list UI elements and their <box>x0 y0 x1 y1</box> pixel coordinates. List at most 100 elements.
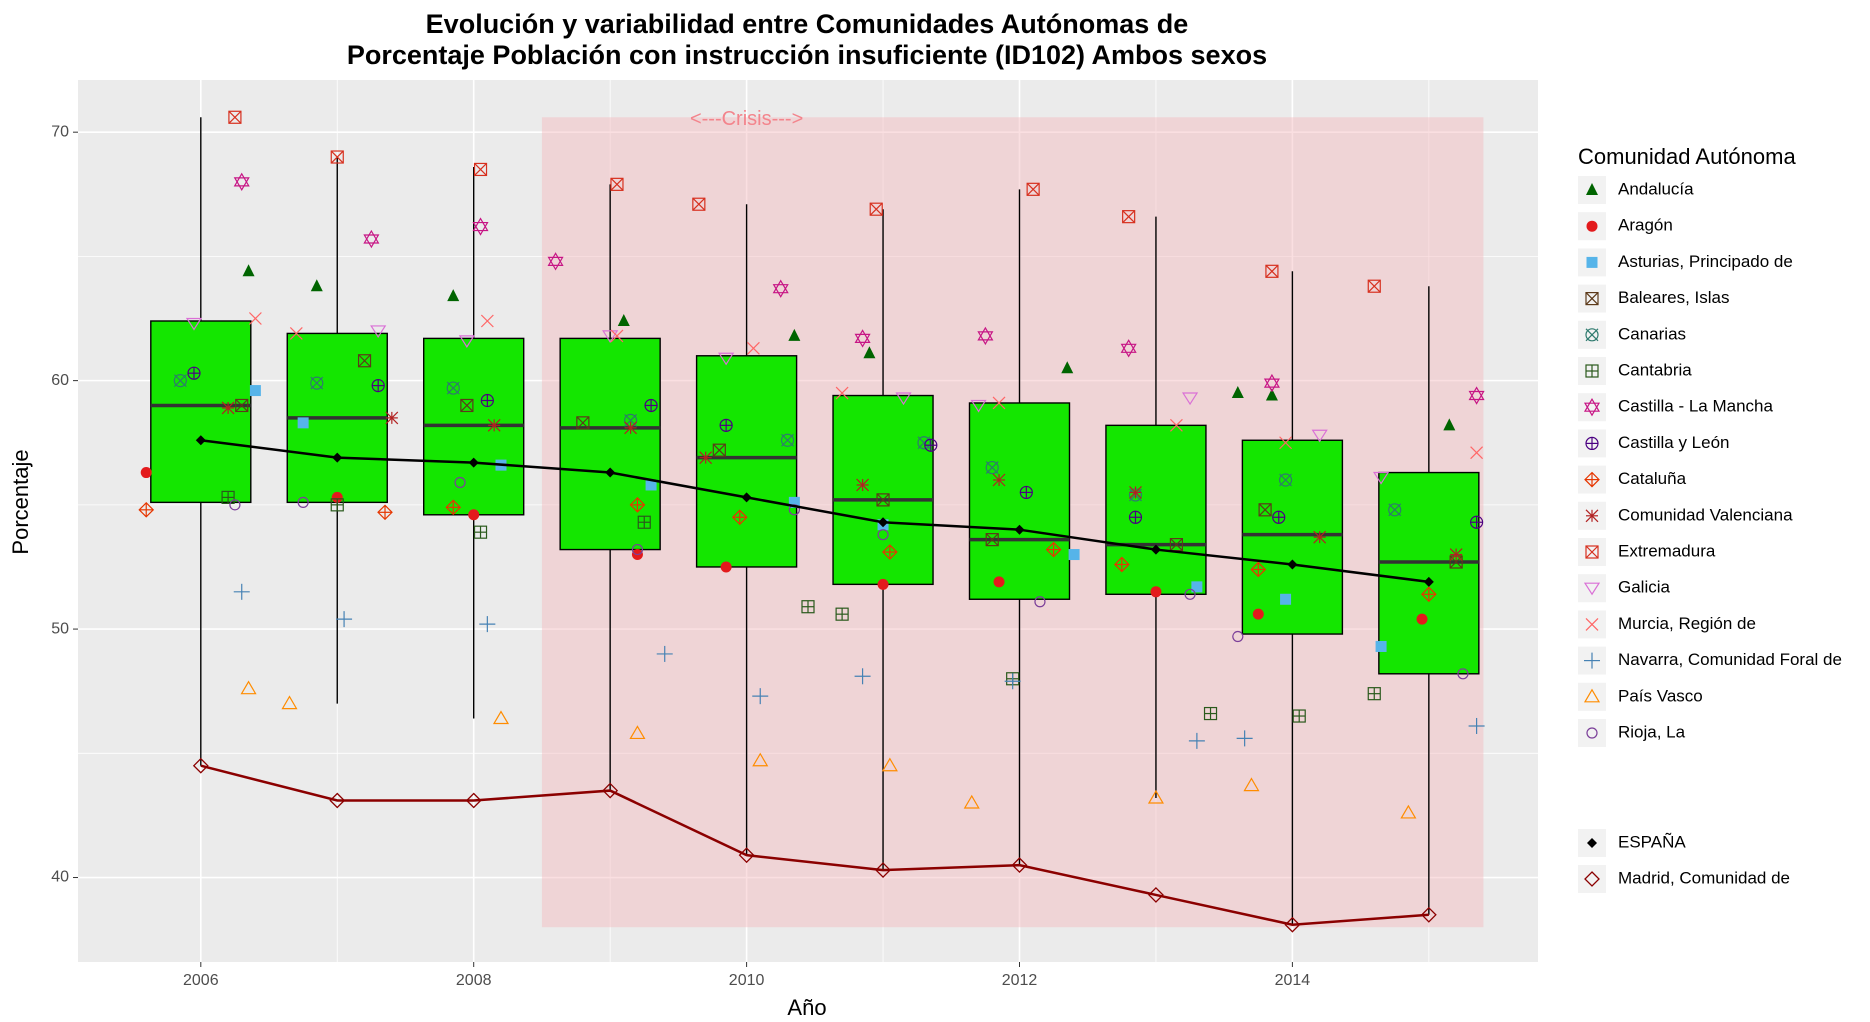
point-0-1 <box>310 279 323 292</box>
y-tick-label: 70 <box>51 123 69 140</box>
point-0-3 <box>617 313 630 326</box>
point-2-8 <box>1280 593 1292 605</box>
legend-key-extra-0 <box>1587 838 1597 848</box>
legend-label-10: Extremadura <box>1618 541 1716 560</box>
espana-point <box>741 492 752 503</box>
point-12-1 <box>289 326 303 340</box>
crisis-annotation: <---Crisis---> <box>690 108 803 130</box>
point-11-9 <box>1372 471 1390 485</box>
point-2-3 <box>645 479 657 491</box>
madrid-point <box>192 757 209 774</box>
point-1-4 <box>720 561 732 573</box>
point-4-8 <box>1278 473 1293 487</box>
point-8-4 <box>731 509 748 526</box>
point-11-3 <box>602 330 619 344</box>
espana-point <box>1287 559 1298 570</box>
legend-label-12: Murcia, Región de <box>1618 614 1756 633</box>
point-14-1 <box>281 695 298 710</box>
point-14-9 <box>1400 804 1417 819</box>
x-tick-label: 2008 <box>456 972 492 989</box>
legend-label-14: País Vasco <box>1618 686 1703 705</box>
point-1-6 <box>993 576 1005 588</box>
point-0-0 <box>242 264 255 277</box>
point-7-9 <box>1469 515 1484 529</box>
series-6 <box>233 172 1485 405</box>
point-6-7 <box>1120 339 1137 358</box>
legend-key-7 <box>1585 436 1599 450</box>
chart-title-line1: Evolución y variabilidad entre Comunidad… <box>426 9 1189 39</box>
point-8-0 <box>138 501 155 518</box>
point-2-6 <box>1068 549 1080 561</box>
point-5-0 <box>221 490 235 504</box>
espana-point <box>1150 544 1161 555</box>
point-14-8 <box>1243 777 1260 792</box>
x-tick-label: 2010 <box>729 972 765 989</box>
point-1-8 <box>1252 608 1264 620</box>
point-9-2 <box>487 418 501 432</box>
legend-label-15: Rioja, La <box>1618 722 1686 741</box>
legend-title: Comunidad Autónoma <box>1578 144 1796 169</box>
point-7-2 <box>480 393 494 408</box>
legend-key-13 <box>1584 652 1600 669</box>
espana-point <box>605 467 616 478</box>
point-9-9 <box>1449 548 1463 561</box>
legend-label-8: Cataluña <box>1618 469 1687 488</box>
point-13-7 <box>1188 732 1205 749</box>
point-7-6 <box>1019 485 1033 500</box>
plot-area: <---Crisis---> 40 50 60 70 2006 2008 2010 2012 20… <box>51 80 1538 989</box>
point-2-9 <box>1375 640 1387 652</box>
point-14-6 <box>963 794 980 809</box>
point-6-3 <box>547 252 564 271</box>
point-6-0 <box>233 172 250 192</box>
point-11-1 <box>370 325 387 339</box>
point-5-2 <box>473 525 488 539</box>
point-3-1 <box>357 354 372 368</box>
legend-label-4: Canarias <box>1618 324 1686 343</box>
espana-point <box>332 452 343 463</box>
point-9-7 <box>1129 486 1142 499</box>
point-10-1 <box>330 150 344 164</box>
legend: Andalucía Aragón Asturias, Principado de Ba… <box>1578 176 1842 893</box>
point-0-9 <box>1443 418 1456 431</box>
legend-label-extra-0: ESPAÑA <box>1618 832 1686 851</box>
point-12-3 <box>610 329 624 343</box>
series-0 <box>242 264 1456 431</box>
point-1-1 <box>331 491 343 503</box>
point-6-9 <box>1468 386 1485 405</box>
legend-key-bg <box>1578 719 1606 747</box>
series-11 <box>185 317 1390 485</box>
legend-key-8 <box>1584 471 1600 488</box>
box-2014 <box>1241 439 1344 635</box>
legend-label-11: Galicia <box>1618 578 1671 597</box>
legend-key-5 <box>1585 364 1599 378</box>
legend-label-9: Comunidad Valenciana <box>1618 505 1793 524</box>
box-2009 <box>559 337 661 551</box>
legend-label-1: Aragón <box>1618 216 1673 235</box>
madrid-point <box>602 782 619 799</box>
espana-line <box>200 439 1429 584</box>
point-3-8 <box>1258 503 1272 517</box>
point-6-1 <box>363 229 380 249</box>
point-10-4 <box>692 197 706 211</box>
legend-key-extra-1 <box>1584 871 1600 887</box>
x-tick-label: 2014 <box>1275 972 1311 989</box>
legend-key-1 <box>1586 220 1598 232</box>
point-13-2 <box>479 616 496 633</box>
y-tick-label: 50 <box>51 620 69 637</box>
point-12-5 <box>835 386 849 400</box>
espana-point <box>1423 576 1434 587</box>
point-14-5 <box>881 757 898 772</box>
y-tick-label: 40 <box>51 869 69 886</box>
point-15-1 <box>297 496 309 508</box>
point-2-4 <box>788 496 800 508</box>
point-15-0 <box>229 499 241 511</box>
legend-key-bg <box>1578 865 1606 893</box>
point-6-4 <box>772 279 789 298</box>
point-13-8 <box>1236 730 1253 747</box>
point-14-0 <box>240 680 257 695</box>
point-5-3 <box>637 515 651 529</box>
point-10-0 <box>228 110 242 124</box>
point-7-3 <box>644 398 658 413</box>
point-8-7 <box>1113 556 1130 573</box>
